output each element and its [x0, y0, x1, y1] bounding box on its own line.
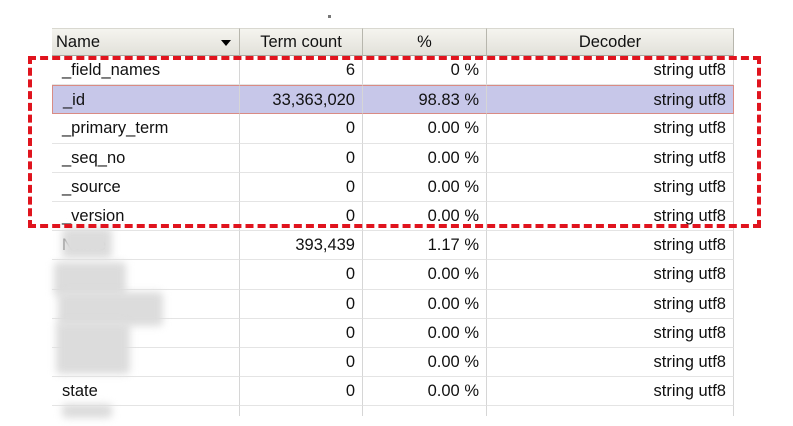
table-row[interactable]: 0 0.00 % string utf8 [52, 260, 734, 290]
table-row[interactable]: 0 0.00 % string utf8 [52, 347, 734, 378]
decorative-dot [328, 15, 331, 18]
cell-percent: 0.00 % [363, 260, 487, 290]
blurred-region [62, 228, 112, 258]
cell-name: _source [52, 172, 240, 202]
cell-decoder: string utf8 [487, 143, 734, 173]
cell-name: state [52, 377, 240, 407]
column-header-label: % [417, 33, 432, 51]
cell-percent: 98.83 % [363, 85, 487, 115]
cell-term-count: 0 [240, 260, 363, 290]
cell-term-count: 0 [240, 377, 363, 407]
table-row[interactable]: _version 0 0.00 % string utf8 [52, 201, 734, 232]
cell-name [52, 260, 240, 290]
cell-percent: 0.00 % [363, 114, 487, 144]
cell-name [52, 406, 240, 416]
cell-term-count: 0 [240, 172, 363, 202]
table-row[interactable]: _source 0 0.00 % string utf8 [52, 172, 734, 202]
cell-name [52, 318, 240, 348]
cell-decoder: string utf8 [487, 289, 734, 319]
column-header-label: Term count [260, 33, 342, 51]
cell-decoder: string utf8 [487, 85, 734, 115]
cell-term-count: 0 [240, 289, 363, 319]
table-header: Name Term count % Decoder [52, 28, 734, 56]
cell-term-count: 0 [240, 318, 363, 348]
table-body: _field_names 6 0 % string utf8 _id 33,363,020… [52, 56, 734, 416]
column-header-name[interactable]: Name [52, 28, 240, 56]
column-header-label: Name [56, 33, 101, 51]
cell-term-count: 393,439 [240, 231, 363, 261]
cell-decoder: string utf8 [487, 377, 734, 407]
cell-name: _version [52, 201, 240, 232]
cell-term-count [240, 406, 363, 416]
table-row[interactable]: _seq_no 0 0.00 % string utf8 [52, 143, 734, 173]
column-header-percent[interactable]: % [363, 28, 487, 56]
cell-percent: 0.00 % [363, 201, 487, 232]
cell-name: _id [52, 85, 240, 115]
cell-name: _field_names [52, 56, 240, 86]
cell-percent: 0.00 % [363, 172, 487, 202]
cell-term-count: 0 [240, 347, 363, 378]
cell-decoder: string utf8 [487, 172, 734, 202]
blurred-region [58, 292, 163, 326]
table-row[interactable]: _primary_term 0 0.00 % string utf8 [52, 114, 734, 144]
cell-term-count: 0 [240, 143, 363, 173]
cell-name [52, 347, 240, 378]
cell-decoder: string utf8 [487, 56, 734, 86]
chevron-down-icon[interactable] [221, 40, 231, 46]
column-header-label: Decoder [578, 33, 642, 51]
table-row[interactable]: 0 0.00 % string utf8 [52, 318, 734, 348]
cell-term-count: 0 [240, 201, 363, 232]
cell-percent: 0.00 % [363, 347, 487, 378]
cell-decoder: string utf8 [487, 114, 734, 144]
blurred-region [62, 404, 112, 418]
column-header-decoder[interactable]: Decoder [487, 28, 734, 56]
cell-decoder: string utf8 [487, 201, 734, 232]
cell-name: _seq_no [52, 143, 240, 173]
cell-name: _primary_term [52, 114, 240, 144]
blurred-region [56, 322, 130, 374]
cell-percent: 0.00 % [363, 318, 487, 348]
cell-decoder: string utf8 [487, 347, 734, 378]
cell-percent: 0.00 % [363, 289, 487, 319]
blurred-region [54, 262, 126, 296]
cell-decoder: string utf8 [487, 318, 734, 348]
cell-term-count: 6 [240, 56, 363, 86]
table-row[interactable] [52, 406, 734, 416]
cell-percent [363, 406, 487, 416]
table-row[interactable]: state 0 0.00 % string utf8 [52, 377, 734, 407]
cell-percent: 0.00 % [363, 143, 487, 173]
cell-percent: 0 % [363, 56, 487, 86]
cell-decoder: string utf8 [487, 260, 734, 290]
cell-term-count: 33,363,020 [240, 85, 363, 115]
table-row[interactable]: 0 0.00 % string utf8 [52, 289, 734, 319]
cell-term-count: 0 [240, 114, 363, 144]
table-row[interactable]: _field_names 6 0 % string utf8 [52, 56, 734, 86]
cell-percent: 0.00 % [363, 377, 487, 407]
column-header-term-count[interactable]: Term count [240, 28, 363, 56]
fields-table: Name Term count % Decoder _field_names 6 0… [52, 28, 734, 416]
cell-decoder [487, 406, 734, 416]
cell-percent: 1.17 % [363, 231, 487, 261]
cell-decoder: string utf8 [487, 231, 734, 261]
table-row[interactable]: _id 33,363,020 98.83 % string utf8 [52, 85, 734, 115]
